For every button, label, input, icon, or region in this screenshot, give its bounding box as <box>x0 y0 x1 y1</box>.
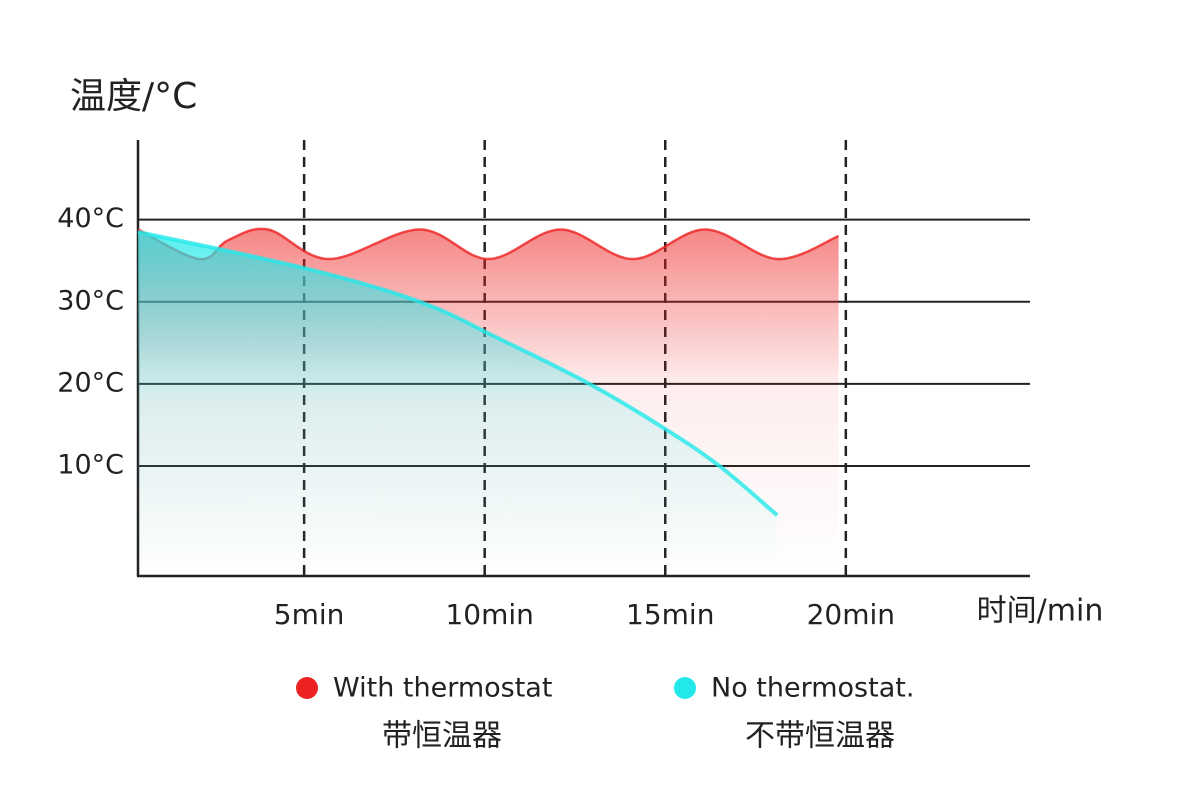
x-tick-label: 10min <box>445 598 533 631</box>
x-tick-label: 5min <box>274 598 345 631</box>
legend-label: No thermostat. <box>711 673 914 704</box>
x-tick-label: 15min <box>626 598 714 631</box>
legend-label: With thermostat <box>333 673 552 704</box>
y-tick-label: 40°C <box>57 203 124 234</box>
legend-marker <box>296 677 318 699</box>
legend-label-zh: 不带恒温器 <box>745 719 895 754</box>
series-line <box>137 227 840 261</box>
series-area <box>138 231 778 576</box>
y-tick-label: 20°C <box>57 367 124 398</box>
legend-marker <box>674 677 696 699</box>
series-line <box>137 230 779 517</box>
y-tick-label: 30°C <box>57 285 124 316</box>
x-axis-label: 时间/min <box>977 594 1104 629</box>
legend-label-zh: 带恒温器 <box>382 719 502 754</box>
y-tick-label: 10°C <box>57 449 124 480</box>
y-axis-label: 温度/°C <box>70 76 197 117</box>
x-tick-label: 20min <box>807 598 895 631</box>
